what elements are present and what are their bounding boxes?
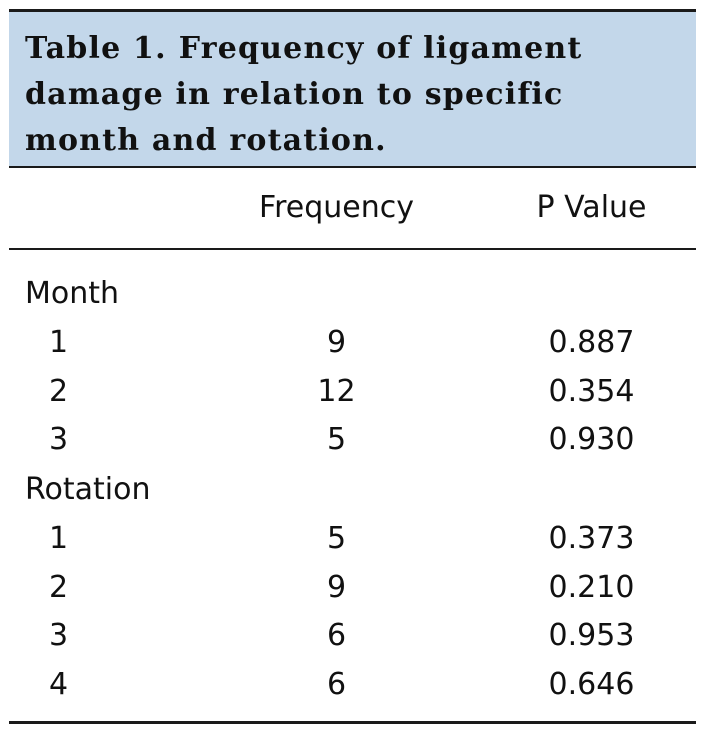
group-label-month: Month <box>25 276 120 311</box>
row-frequency: 12 <box>317 374 356 409</box>
caption-rule <box>9 166 696 168</box>
table-row: 3 5 0.930 <box>9 422 696 471</box>
table-body: Month 1 9 0.887 2 12 0.354 3 5 0.930 Rot… <box>9 250 696 721</box>
row-level: 3 <box>49 422 69 457</box>
row-frequency: 9 <box>326 570 347 605</box>
row-level: 3 <box>49 618 69 653</box>
row-p-value: 0.210 <box>548 570 635 605</box>
row-p-value: 0.887 <box>548 325 635 360</box>
table-caption: Table 1. Frequency of ligament damage in … <box>9 12 696 166</box>
header-rule <box>9 248 696 250</box>
row-frequency: 5 <box>326 521 347 556</box>
bottom-rule <box>9 721 696 724</box>
data-table: Table 1. Frequency of ligament damage in … <box>9 9 696 724</box>
group-label-rotation: Rotation <box>25 472 151 507</box>
table-row: 2 9 0.210 <box>9 570 696 619</box>
table-row: 2 12 0.354 <box>9 374 696 423</box>
header-frequency: Frequency <box>259 190 414 225</box>
top-rule <box>9 9 696 12</box>
row-p-value: 0.373 <box>548 521 635 556</box>
row-level: 1 <box>49 325 69 360</box>
row-frequency: 6 <box>326 667 347 702</box>
caption-label: Table 1. <box>25 31 167 66</box>
row-frequency: 5 <box>326 422 347 457</box>
row-level: 4 <box>49 667 69 702</box>
row-frequency: 9 <box>326 325 347 360</box>
row-level: 2 <box>49 570 69 605</box>
row-p-value: 0.930 <box>548 422 635 457</box>
row-p-value: 0.646 <box>548 667 635 702</box>
row-level: 1 <box>49 521 69 556</box>
header-p-value: P Value <box>536 190 647 225</box>
row-frequency: 6 <box>326 618 347 653</box>
row-p-value: 0.354 <box>548 374 635 409</box>
row-level: 2 <box>49 374 69 409</box>
table-row: 1 9 0.887 <box>9 325 696 374</box>
table-row: 3 6 0.953 <box>9 618 696 667</box>
table-row: 1 5 0.373 <box>9 521 696 570</box>
row-p-value: 0.953 <box>548 618 635 653</box>
caption-text: Frequency of ligament damage in relation… <box>25 31 583 158</box>
table-row: 4 6 0.646 <box>9 667 696 716</box>
header-row: Frequency P Value <box>9 168 696 248</box>
